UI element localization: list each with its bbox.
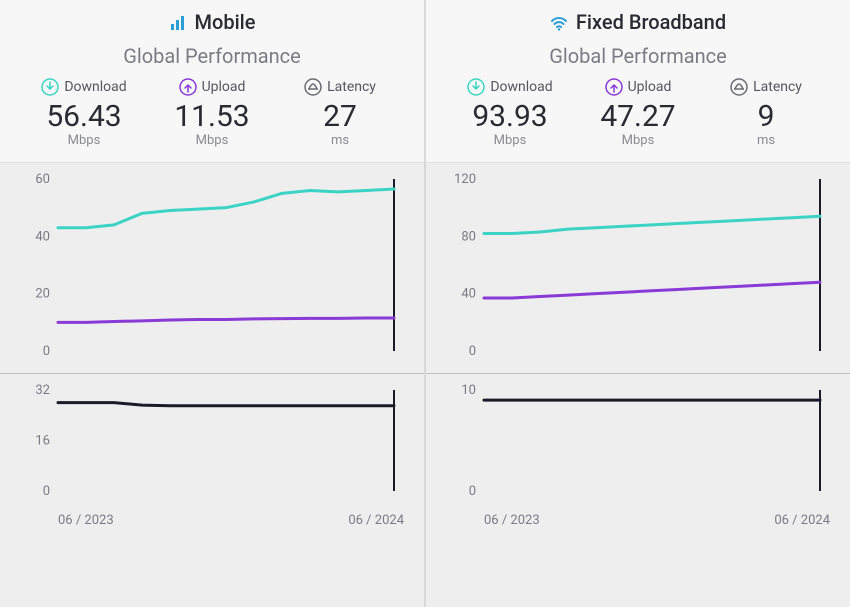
x-end: 06 / 2024 [348,513,404,528]
svg-text:120: 120 [454,172,476,187]
metric-value: 47.27 [574,100,702,133]
svg-text:0: 0 [469,344,476,359]
panel-title: Mobile [195,10,256,34]
metric-label-text: Latency [753,79,802,95]
x-start: 06 / 2023 [58,513,114,528]
latency-icon [730,78,748,96]
dashboard: Mobile Global Performance Download 56.43… [0,0,850,607]
svg-text:0: 0 [43,484,50,499]
speed-chart: 0 40 80 120 [426,163,850,373]
download-icon [467,78,485,96]
panel-mobile: Mobile Global Performance Download 56.43… [0,0,424,607]
svg-text:16: 16 [35,434,50,449]
metric-value: 56.43 [20,100,148,133]
latency-chart: 0 10 [426,373,850,513]
metric-label-text: Upload [202,79,246,95]
svg-text:32: 32 [35,383,50,398]
svg-text:20: 20 [35,287,50,302]
speed-chart-svg: 0 40 80 120 [446,169,830,369]
latency-chart-svg: 0 16 32 [20,380,404,509]
metrics-row: Download 56.43 Mbps Upload 11.53 Mbps [20,78,404,148]
metric-latency: Latency 27 ms [276,78,404,148]
metric-unit: Mbps [148,133,276,148]
x-end: 06 / 2024 [774,513,830,528]
metric-value: 9 [702,100,830,133]
metric-label-text: Upload [628,79,672,95]
svg-text:80: 80 [461,229,476,244]
metric-unit: ms [276,133,404,148]
svg-text:60: 60 [35,172,50,187]
latency-chart-svg: 0 10 [446,380,830,509]
svg-text:10: 10 [461,383,476,398]
svg-text:0: 0 [43,344,50,359]
x-axis-labels: 06 / 2023 06 / 2024 [0,513,424,534]
download-icon [41,78,59,96]
metric-unit: Mbps [20,133,148,148]
speed-chart: 0 20 40 60 [0,163,424,373]
metric-value: 93.93 [446,100,574,133]
mobile-bars-icon [169,13,187,31]
panel-subtitle: Global Performance [20,44,404,68]
metric-value: 11.53 [148,100,276,133]
upload-icon [179,78,197,96]
latency-icon [304,78,322,96]
metrics-row: Download 93.93 Mbps Upload 47.27 Mbps [446,78,830,148]
svg-text:40: 40 [461,287,476,302]
panel-subtitle: Global Performance [446,44,830,68]
upload-icon [605,78,623,96]
metric-unit: Mbps [446,133,574,148]
svg-text:40: 40 [35,229,50,244]
wifi-icon [550,13,568,31]
metric-download: Download 93.93 Mbps [446,78,574,148]
x-start: 06 / 2023 [484,513,540,528]
metric-unit: ms [702,133,830,148]
x-axis-labels: 06 / 2023 06 / 2024 [426,513,850,534]
metric-label-text: Latency [327,79,376,95]
latency-chart: 0 16 32 [0,373,424,513]
metric-latency: Latency 9 ms [702,78,830,148]
metric-label-text: Download [64,79,126,95]
metric-upload: Upload 11.53 Mbps [148,78,276,148]
panel-fixed: Fixed Broadband Global Performance Downl… [424,0,850,607]
svg-text:0: 0 [469,484,476,499]
metric-value: 27 [276,100,404,133]
metric-label-text: Download [490,79,552,95]
metric-download: Download 56.43 Mbps [20,78,148,148]
metric-unit: Mbps [574,133,702,148]
speed-chart-svg: 0 20 40 60 [20,169,404,369]
panel-header: Mobile Global Performance Download 56.43… [0,0,424,163]
panel-header: Fixed Broadband Global Performance Downl… [426,0,850,163]
metric-upload: Upload 47.27 Mbps [574,78,702,148]
panel-title: Fixed Broadband [576,10,726,34]
